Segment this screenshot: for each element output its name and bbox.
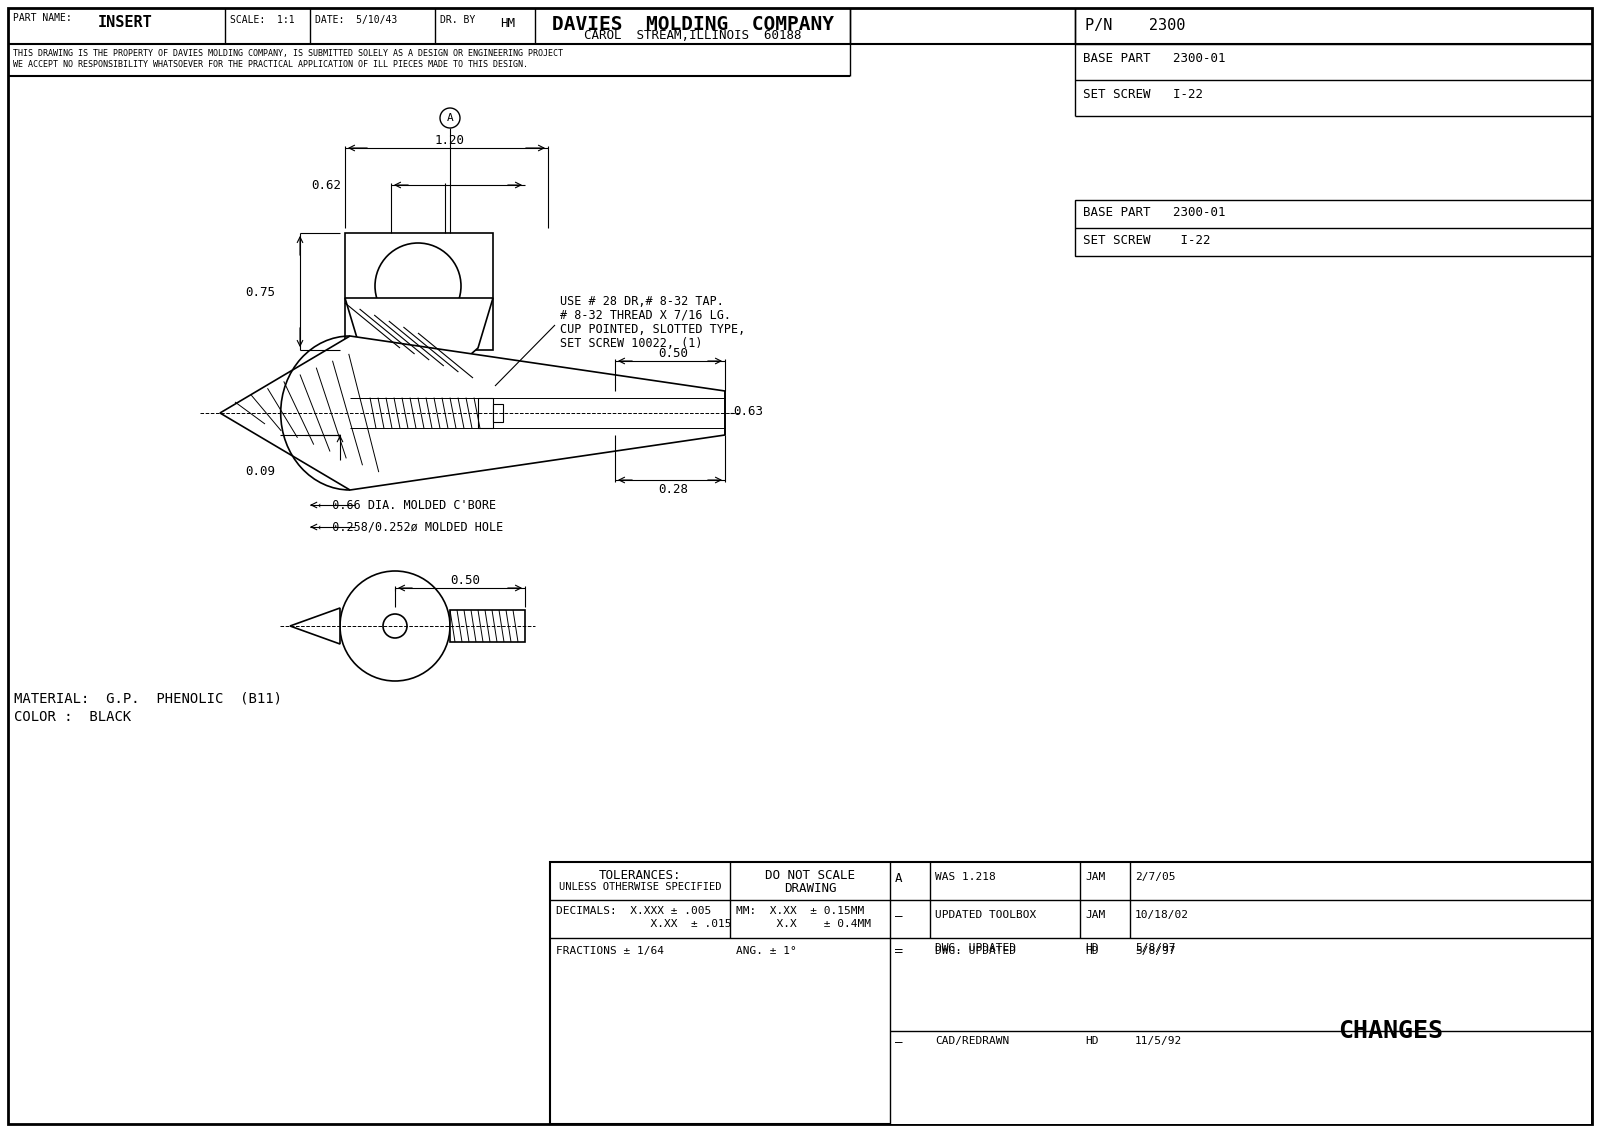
Text: WAS 1.218: WAS 1.218 [934,872,995,882]
Text: BASE PART   2300-01: BASE PART 2300-01 [1083,52,1226,65]
Text: 0.28: 0.28 [658,483,688,496]
Text: A: A [894,872,902,885]
Text: A: A [446,113,453,123]
Text: DWG. UPDATED: DWG. UPDATED [934,946,1016,957]
Text: DATE:  5/10/43: DATE: 5/10/43 [315,15,397,25]
Text: DR. BY: DR. BY [440,15,475,25]
Text: 0.62: 0.62 [310,179,341,192]
Text: FRACTIONS ± 1/64: FRACTIONS ± 1/64 [557,946,664,957]
Text: HD: HD [1085,946,1099,957]
Text: DECIMALS:  X.XXX ± .005: DECIMALS: X.XXX ± .005 [557,906,712,916]
Text: DWG. UPDATED: DWG. UPDATED [934,943,1016,953]
Text: SET SCREW   I-22: SET SCREW I-22 [1083,88,1203,101]
Text: DO NOT SCALE: DO NOT SCALE [765,869,854,882]
Text: SET SCREW    I-22: SET SCREW I-22 [1083,234,1211,247]
Text: WE ACCEPT NO RESPONSIBILITY WHATSOEVER FOR THE PRACTICAL APPLICATION OF ILL PIEC: WE ACCEPT NO RESPONSIBILITY WHATSOEVER F… [13,60,528,69]
Text: MATERIAL:  G.P.  PHENOLIC  (B11): MATERIAL: G.P. PHENOLIC (B11) [14,692,282,706]
Text: HD: HD [1085,943,1099,953]
Text: CAD/REDRAWN: CAD/REDRAWN [934,1036,1010,1046]
Text: COLOR :  BLACK: COLOR : BLACK [14,710,131,724]
Text: –: – [894,910,902,923]
Bar [478,397,493,428]
Text: THIS DRAWING IS THE PROPERTY OF DAVIES MOLDING COMPANY, IS SUBMITTED SOLELY AS A: THIS DRAWING IS THE PROPERTY OF DAVIES M… [13,49,563,58]
Text: SCALE:  1:1: SCALE: 1:1 [230,15,294,25]
Text: CAROL  STREAM,ILLINOIS  60188: CAROL STREAM,ILLINOIS 60188 [584,29,802,42]
Text: 0.75: 0.75 [245,285,275,299]
Text: # 8-32 THREAD X 7/16 LG.: # 8-32 THREAD X 7/16 LG. [560,309,731,321]
Text: MM:  X.XX  ± 0.15MM: MM: X.XX ± 0.15MM [736,906,864,916]
Text: ← 0.258/0.252ø MOLDED HOLE: ← 0.258/0.252ø MOLDED HOLE [318,521,504,534]
Text: UNLESS OTHERWISE SPECIFIED: UNLESS OTHERWISE SPECIFIED [558,882,722,892]
Bar [450,610,525,642]
Circle shape [374,243,461,329]
Text: DRAWING: DRAWING [784,882,837,895]
Bar [550,861,1592,1124]
Text: USE # 28 DR,# 8-32 TAP.: USE # 28 DR,# 8-32 TAP. [560,295,723,308]
Bar [890,940,1590,1124]
Text: X.X    ± 0.4MM: X.X ± 0.4MM [736,919,870,929]
Text: PART NAME:: PART NAME: [13,12,72,23]
Bar [346,233,493,350]
Text: HD: HD [1085,1036,1099,1046]
Text: 5/8/97: 5/8/97 [1134,946,1176,957]
Polygon shape [221,336,725,490]
Bar [1075,200,1592,256]
Text: TOLERANCES:: TOLERANCES: [598,869,682,882]
Text: 11/5/92: 11/5/92 [1134,1036,1182,1046]
Text: CUP POINTED, SLOTTED TYPE,: CUP POINTED, SLOTTED TYPE, [560,323,746,336]
Text: ← 0.66 DIA. MOLDED C'BORE: ← 0.66 DIA. MOLDED C'BORE [318,499,496,512]
Text: BASE PART   2300-01: BASE PART 2300-01 [1083,206,1226,218]
Text: –: – [894,943,902,957]
Text: 0.09: 0.09 [245,465,275,478]
Polygon shape [346,298,493,400]
Text: 0.50: 0.50 [658,348,688,360]
Polygon shape [290,608,339,644]
Circle shape [339,571,450,681]
Text: P/N    2300: P/N 2300 [1085,18,1186,33]
Circle shape [382,614,406,638]
Text: HM: HM [499,17,515,31]
Text: JAM: JAM [1085,910,1106,920]
Bar [493,404,502,422]
Circle shape [440,108,461,128]
Text: X.XX  ± .015: X.XX ± .015 [557,919,731,929]
Text: 10/18/02: 10/18/02 [1134,910,1189,920]
Text: CHANGES: CHANGES [1339,1019,1443,1043]
Text: SET SCREW 10022, (1): SET SCREW 10022, (1) [560,337,702,350]
Text: 1.20: 1.20 [435,134,464,147]
Text: DAVIES  MOLDING  COMPANY: DAVIES MOLDING COMPANY [552,15,834,34]
Text: UPDATED TOOLBOX: UPDATED TOOLBOX [934,910,1037,920]
Text: 0.50: 0.50 [450,574,480,588]
Text: ANG. ± 1°: ANG. ± 1° [736,946,797,957]
Text: 0.63: 0.63 [733,405,763,418]
Text: –: – [894,946,902,959]
Text: –: – [894,1036,902,1049]
Text: 2/7/05: 2/7/05 [1134,872,1176,882]
Text: INSERT: INSERT [98,15,152,31]
Text: 5/8/97: 5/8/97 [1134,943,1176,953]
Text: JAM: JAM [1085,872,1106,882]
